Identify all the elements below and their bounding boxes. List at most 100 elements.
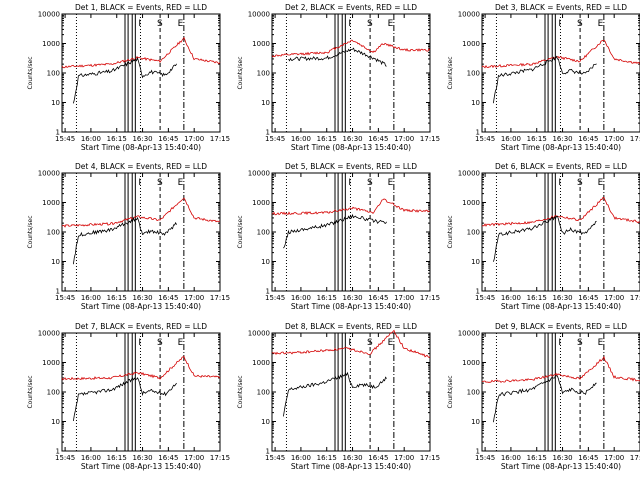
marker-label: I [138, 19, 141, 29]
y-tick-label: 1000 [462, 40, 480, 48]
y-tick-label: 100 [47, 229, 60, 237]
y-axis-label: Counts/sec [447, 215, 454, 248]
plot-frame [481, 332, 640, 452]
x-axis-label: Start Time (08-Apr-13 15:40:40) [291, 302, 411, 311]
y-tick-label: 10 [471, 99, 480, 107]
y-tick-label: 100 [47, 389, 60, 397]
marker-label: E [178, 178, 184, 188]
lld-series-line [271, 39, 431, 58]
marker-label: S [577, 19, 583, 29]
x-tick-label: 16:45 [368, 135, 388, 143]
plot-frame [481, 172, 640, 292]
panel-title: Det 1, BLACK = Events, RED = LLD [75, 3, 207, 12]
x-tick-label: 15:45 [265, 454, 285, 462]
x-tick-label: 17:00 [604, 294, 624, 302]
x-tick-label: 15:45 [55, 454, 75, 462]
x-tick-label: 16:45 [368, 294, 388, 302]
y-tick-label: 10 [261, 418, 270, 426]
x-axis-label: Start Time (08-Apr-13 15:40:40) [501, 143, 621, 152]
lld-series-line [481, 39, 640, 69]
lld-series-line [271, 198, 431, 216]
y-axis-label: Counts/sec [27, 375, 34, 408]
y-tick-label: 10000 [248, 170, 270, 178]
x-tick-label: 17:00 [184, 294, 204, 302]
x-tick-label: 15:45 [55, 135, 75, 143]
y-tick-label: 10 [51, 258, 60, 266]
x-tick-label: 17:00 [394, 454, 414, 462]
y-tick-label: 1 [266, 288, 270, 296]
x-tick-label: 17:15 [420, 294, 440, 302]
lld-series-line [271, 329, 431, 359]
y-tick-label: 1 [56, 288, 60, 296]
panel-det-6: Det 6, BLACK = Events, RED = LLD I S E 15:45… [447, 162, 640, 311]
y-axis-label: Counts/sec [27, 215, 34, 248]
y-tick-label: 1 [56, 448, 60, 456]
panel-det-7: Det 7, BLACK = Events, RED = LLD I S E 15:45… [27, 322, 230, 471]
x-tick-label: 16:00 [291, 294, 311, 302]
marker-label: S [157, 338, 163, 348]
x-tick-label: 15:45 [475, 135, 495, 143]
plot-frame [61, 172, 221, 292]
x-tick-label: 16:45 [578, 454, 598, 462]
x-axis-label: Start Time (08-Apr-13 15:40:40) [501, 302, 621, 311]
marker-label: I [348, 338, 351, 348]
y-tick-label: 10 [261, 99, 270, 107]
panel-title: Det 2, BLACK = Events, RED = LLD [285, 3, 417, 12]
panel-title: Det 7, BLACK = Events, RED = LLD [75, 322, 207, 331]
y-tick-label: 10000 [248, 330, 270, 338]
x-tick-label: 16:30 [342, 454, 362, 462]
marker-label: I [558, 178, 561, 188]
marker-label: I [348, 178, 351, 188]
y-tick-label: 10000 [458, 330, 480, 338]
marker-label: I [138, 338, 141, 348]
y-tick-label: 10 [51, 418, 60, 426]
lld-series-line [481, 196, 640, 227]
y-tick-label: 1 [56, 129, 60, 137]
x-axis-label: Start Time (08-Apr-13 15:40:40) [81, 462, 201, 471]
marker-label: E [388, 178, 394, 188]
marker-label: I [138, 178, 141, 188]
y-tick-label: 1000 [252, 199, 270, 207]
x-tick-label: 16:00 [501, 294, 521, 302]
marker-label: E [178, 19, 184, 29]
panel-title: Det 9, BLACK = Events, RED = LLD [495, 322, 627, 331]
x-tick-label: 16:15 [107, 294, 127, 302]
marker-label: S [367, 338, 373, 348]
x-tick-label: 17:00 [394, 135, 414, 143]
x-tick-label: 16:15 [317, 454, 337, 462]
panel-title: Det 4, BLACK = Events, RED = LLD [75, 162, 207, 171]
marker-label: I [558, 19, 561, 29]
x-tick-label: 16:15 [107, 454, 127, 462]
x-tick-label: 17:15 [210, 135, 230, 143]
y-tick-label: 1000 [462, 359, 480, 367]
x-tick-label: 16:30 [132, 135, 152, 143]
x-tick-label: 16:00 [501, 135, 521, 143]
events-series-line [283, 213, 387, 249]
x-tick-label: 16:45 [578, 135, 598, 143]
events-series-line [493, 375, 597, 423]
x-tick-label: 17:15 [210, 294, 230, 302]
x-tick-label: 15:45 [475, 454, 495, 462]
x-tick-label: 16:30 [552, 294, 572, 302]
panel-det-1: Det 1, BLACK = Events, RED = LLD I S E 15:45… [27, 3, 230, 152]
x-tick-label: 16:15 [317, 135, 337, 143]
panel-title: Det 6, BLACK = Events, RED = LLD [495, 162, 627, 171]
x-tick-label: 17:00 [184, 454, 204, 462]
y-tick-label: 10000 [38, 170, 60, 178]
y-tick-label: 1 [266, 129, 270, 137]
x-axis-label: Start Time (08-Apr-13 15:40:40) [81, 302, 201, 311]
x-tick-label: 16:30 [552, 454, 572, 462]
panel-title: Det 3, BLACK = Events, RED = LLD [495, 3, 627, 12]
x-tick-label: 16:30 [132, 294, 152, 302]
y-tick-label: 1000 [252, 359, 270, 367]
y-tick-label: 10 [51, 99, 60, 107]
y-tick-label: 100 [467, 70, 480, 78]
y-tick-label: 10 [261, 258, 270, 266]
marker-label: E [598, 19, 604, 29]
x-tick-label: 16:30 [132, 454, 152, 462]
marker-label: I [558, 338, 561, 348]
events-series-line [73, 216, 177, 265]
events-series-line [283, 371, 387, 417]
x-tick-label: 16:00 [81, 294, 101, 302]
